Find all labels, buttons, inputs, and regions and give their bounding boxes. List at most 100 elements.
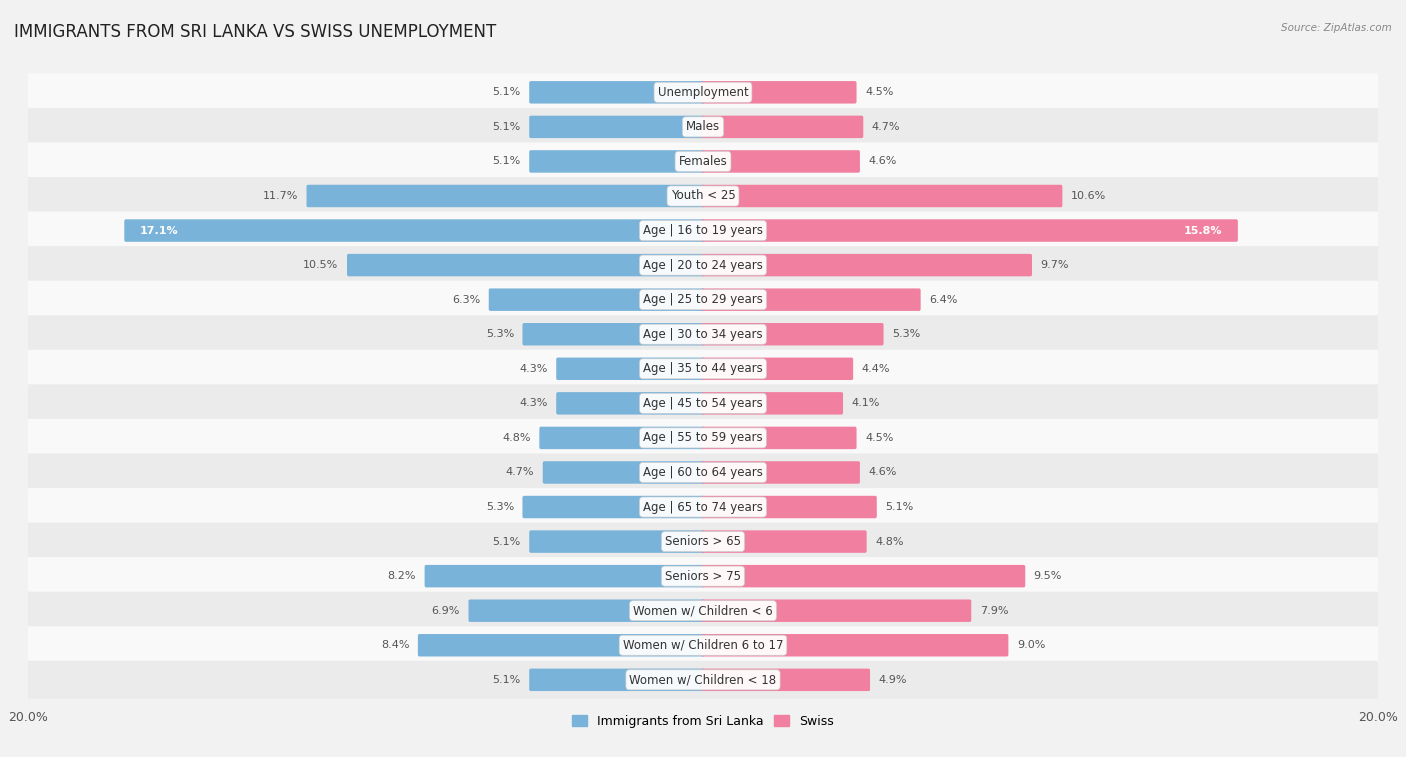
- FancyBboxPatch shape: [702, 427, 856, 449]
- Text: Source: ZipAtlas.com: Source: ZipAtlas.com: [1281, 23, 1392, 33]
- FancyBboxPatch shape: [27, 73, 1379, 111]
- Text: Women w/ Children 6 to 17: Women w/ Children 6 to 17: [623, 639, 783, 652]
- Text: 8.4%: 8.4%: [381, 640, 409, 650]
- Text: Age | 16 to 19 years: Age | 16 to 19 years: [643, 224, 763, 237]
- Text: Age | 25 to 29 years: Age | 25 to 29 years: [643, 293, 763, 306]
- Text: 9.0%: 9.0%: [1017, 640, 1045, 650]
- FancyBboxPatch shape: [702, 461, 860, 484]
- Text: 4.3%: 4.3%: [519, 398, 548, 408]
- Text: 4.4%: 4.4%: [862, 364, 890, 374]
- Text: 8.2%: 8.2%: [388, 571, 416, 581]
- FancyBboxPatch shape: [27, 488, 1379, 526]
- Text: Age | 60 to 64 years: Age | 60 to 64 years: [643, 466, 763, 479]
- FancyBboxPatch shape: [27, 211, 1379, 250]
- FancyBboxPatch shape: [543, 461, 704, 484]
- Text: 4.1%: 4.1%: [852, 398, 880, 408]
- Text: 9.7%: 9.7%: [1040, 260, 1069, 270]
- Text: 6.3%: 6.3%: [453, 294, 481, 304]
- Text: 4.6%: 4.6%: [869, 157, 897, 167]
- Text: 5.1%: 5.1%: [492, 674, 520, 685]
- FancyBboxPatch shape: [702, 81, 856, 104]
- FancyBboxPatch shape: [557, 357, 704, 380]
- FancyBboxPatch shape: [307, 185, 704, 207]
- Text: 4.5%: 4.5%: [865, 433, 893, 443]
- FancyBboxPatch shape: [702, 220, 1237, 241]
- Text: 4.9%: 4.9%: [879, 674, 907, 685]
- FancyBboxPatch shape: [27, 142, 1379, 180]
- FancyBboxPatch shape: [702, 668, 870, 691]
- FancyBboxPatch shape: [529, 668, 704, 691]
- Text: 6.9%: 6.9%: [432, 606, 460, 615]
- FancyBboxPatch shape: [702, 185, 1063, 207]
- Text: 10.5%: 10.5%: [304, 260, 339, 270]
- FancyBboxPatch shape: [27, 592, 1379, 630]
- FancyBboxPatch shape: [425, 565, 704, 587]
- Text: 5.1%: 5.1%: [492, 157, 520, 167]
- Text: 4.8%: 4.8%: [875, 537, 904, 547]
- FancyBboxPatch shape: [418, 634, 704, 656]
- FancyBboxPatch shape: [27, 385, 1379, 422]
- FancyBboxPatch shape: [702, 323, 883, 345]
- FancyBboxPatch shape: [27, 177, 1379, 215]
- Text: Seniors > 75: Seniors > 75: [665, 570, 741, 583]
- FancyBboxPatch shape: [702, 392, 844, 415]
- FancyBboxPatch shape: [27, 522, 1379, 561]
- Text: 5.3%: 5.3%: [486, 502, 515, 512]
- Legend: Immigrants from Sri Lanka, Swiss: Immigrants from Sri Lanka, Swiss: [567, 710, 839, 733]
- Text: 5.3%: 5.3%: [891, 329, 920, 339]
- Text: 9.5%: 9.5%: [1033, 571, 1062, 581]
- Text: 4.5%: 4.5%: [865, 87, 893, 98]
- FancyBboxPatch shape: [27, 315, 1379, 354]
- FancyBboxPatch shape: [489, 288, 704, 311]
- FancyBboxPatch shape: [529, 81, 704, 104]
- Text: Females: Females: [679, 155, 727, 168]
- Text: 17.1%: 17.1%: [139, 226, 179, 235]
- Text: 5.1%: 5.1%: [886, 502, 914, 512]
- Text: Seniors > 65: Seniors > 65: [665, 535, 741, 548]
- Text: Age | 30 to 34 years: Age | 30 to 34 years: [643, 328, 763, 341]
- FancyBboxPatch shape: [540, 427, 704, 449]
- FancyBboxPatch shape: [27, 661, 1379, 699]
- FancyBboxPatch shape: [529, 116, 704, 138]
- Text: Women w/ Children < 6: Women w/ Children < 6: [633, 604, 773, 617]
- Text: 11.7%: 11.7%: [263, 191, 298, 201]
- FancyBboxPatch shape: [702, 357, 853, 380]
- FancyBboxPatch shape: [557, 392, 704, 415]
- Text: 5.1%: 5.1%: [492, 122, 520, 132]
- Text: 15.8%: 15.8%: [1184, 226, 1223, 235]
- FancyBboxPatch shape: [702, 600, 972, 622]
- Text: Males: Males: [686, 120, 720, 133]
- FancyBboxPatch shape: [702, 565, 1025, 587]
- Text: 5.1%: 5.1%: [492, 537, 520, 547]
- FancyBboxPatch shape: [27, 557, 1379, 595]
- Text: Age | 65 to 74 years: Age | 65 to 74 years: [643, 500, 763, 513]
- FancyBboxPatch shape: [529, 531, 704, 553]
- FancyBboxPatch shape: [468, 600, 704, 622]
- Text: 7.9%: 7.9%: [980, 606, 1008, 615]
- Text: 6.4%: 6.4%: [929, 294, 957, 304]
- Text: 5.3%: 5.3%: [486, 329, 515, 339]
- FancyBboxPatch shape: [702, 531, 866, 553]
- Text: Age | 20 to 24 years: Age | 20 to 24 years: [643, 259, 763, 272]
- FancyBboxPatch shape: [27, 107, 1379, 146]
- Text: IMMIGRANTS FROM SRI LANKA VS SWISS UNEMPLOYMENT: IMMIGRANTS FROM SRI LANKA VS SWISS UNEMP…: [14, 23, 496, 41]
- FancyBboxPatch shape: [27, 246, 1379, 284]
- FancyBboxPatch shape: [27, 626, 1379, 665]
- Text: 4.6%: 4.6%: [869, 468, 897, 478]
- Text: 5.1%: 5.1%: [492, 87, 520, 98]
- FancyBboxPatch shape: [27, 281, 1379, 319]
- Text: 4.3%: 4.3%: [519, 364, 548, 374]
- FancyBboxPatch shape: [27, 453, 1379, 491]
- Text: 4.7%: 4.7%: [506, 468, 534, 478]
- FancyBboxPatch shape: [124, 220, 704, 241]
- FancyBboxPatch shape: [27, 419, 1379, 457]
- Text: Age | 35 to 44 years: Age | 35 to 44 years: [643, 363, 763, 375]
- Text: 4.7%: 4.7%: [872, 122, 900, 132]
- Text: Age | 55 to 59 years: Age | 55 to 59 years: [643, 431, 763, 444]
- FancyBboxPatch shape: [702, 496, 877, 519]
- FancyBboxPatch shape: [27, 350, 1379, 388]
- FancyBboxPatch shape: [347, 254, 704, 276]
- Text: Women w/ Children < 18: Women w/ Children < 18: [630, 673, 776, 687]
- FancyBboxPatch shape: [702, 634, 1008, 656]
- FancyBboxPatch shape: [529, 150, 704, 173]
